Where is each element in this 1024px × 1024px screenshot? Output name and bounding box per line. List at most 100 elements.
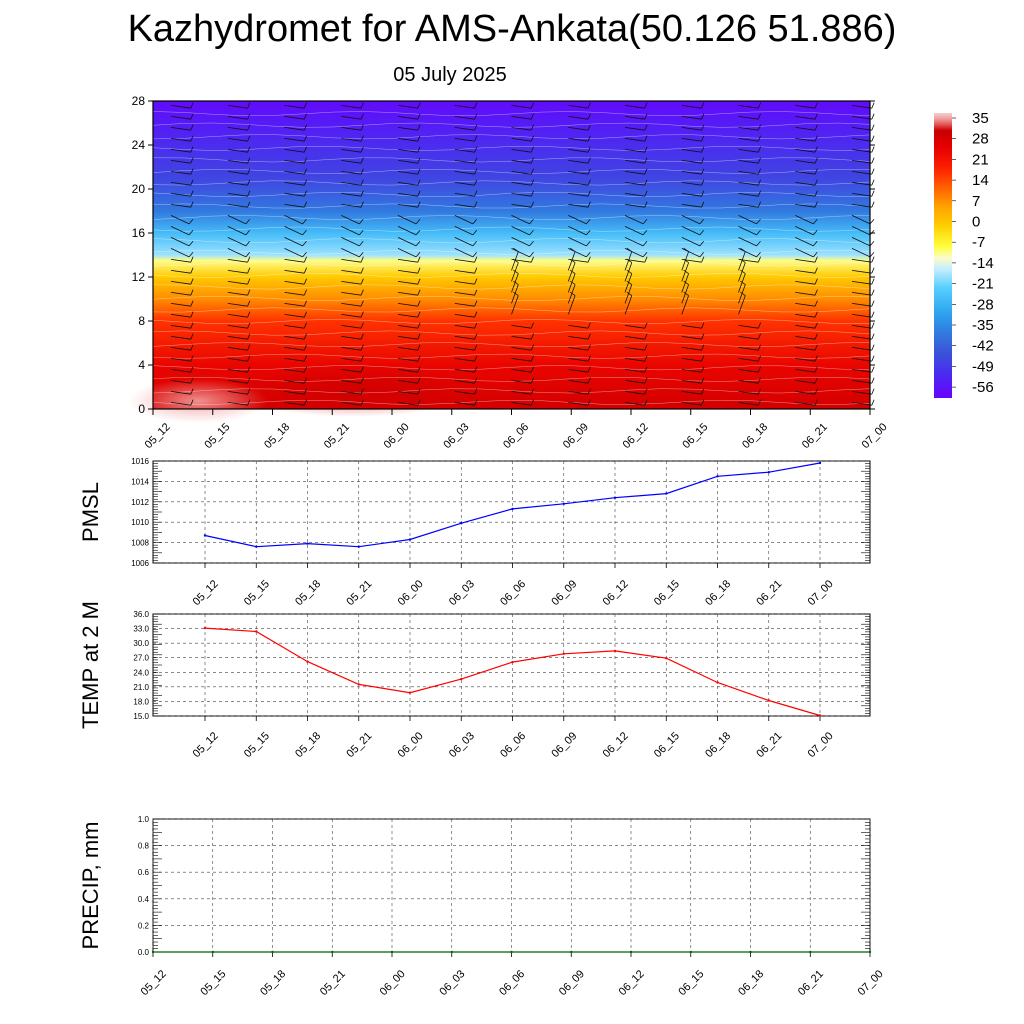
wind-barb [341,303,362,307]
wind-barb-feather [871,102,875,109]
wind-barb [681,171,702,175]
wind-barb-feather [587,388,591,395]
wind-barb [341,336,362,340]
wind-barb-feather [303,157,307,164]
wind-barb-feather [360,377,364,384]
wind-barb [681,369,702,373]
wind-barb [341,171,362,175]
wind-barb-feather [303,256,307,263]
wind-barb [851,138,872,142]
x-tick-label: 06_09 [549,730,579,760]
wind-barb-feather [757,135,761,142]
wind-barb-feather [813,219,818,225]
wind-barb-feather [757,179,761,186]
wind-barb-feather [245,230,251,236]
wind-barb [738,358,759,362]
wind-barb-feather [302,230,307,236]
y-tick-label: 27.0 [133,654,149,663]
wind-barb [227,204,248,208]
wind-barb [170,204,191,208]
wind-barb-feather [188,219,194,225]
wind-barb-feather [417,289,421,296]
wind-barb-feather [757,399,761,406]
data-point [689,950,692,954]
wind-barb [681,215,701,225]
wind-barb [567,284,576,304]
y-tick-label: 24.0 [133,668,149,677]
wind-barb [454,226,474,236]
wind-barb-feather [530,388,534,395]
wind-barb-feather [190,366,194,373]
wind-barb-feather [247,311,251,318]
wind-barb-feather [474,289,478,296]
wind-barb-feather [190,190,194,197]
wind-barb-feather [814,311,818,318]
colorbar-label: -56 [972,379,994,396]
data-point [408,538,412,541]
data-point [271,950,274,954]
wind-barb [227,149,248,153]
wind-barb [511,251,519,271]
wind-barb-feather [303,399,307,406]
wind-barb-feather [644,157,648,164]
wind-barb [851,336,872,340]
wind-barb-feather [757,256,761,263]
wind-barb [511,273,519,293]
contour-line [152,134,871,140]
data-point [562,502,565,505]
wind-barb [624,226,644,236]
wind-barb-feather [701,366,705,373]
wind-barb-feather [587,124,591,131]
x-tick-label: 05_18 [258,968,288,998]
wind-barb [795,215,814,225]
wind-barb-feather [530,179,534,186]
wind-barb [738,402,759,406]
wind-barb [341,314,362,318]
wind-barb [341,237,360,247]
wind-barb [795,149,816,153]
wind-barb-feather [188,230,194,236]
wind-barb [624,336,645,340]
wind-barb [227,226,247,236]
wind-barb [341,292,362,296]
wind-barb [624,138,645,142]
data-point [255,630,258,633]
wind-barb [624,182,645,186]
wind-barb-feather [190,256,194,263]
wind-barb [681,248,701,258]
wind-barb [284,292,305,296]
wind-barb-feather [359,230,364,236]
wind-barb [284,127,305,131]
wind-barb [568,204,589,208]
wind-barb [227,105,248,109]
wind-barb [624,325,645,329]
wind-barb [397,391,418,395]
wind-barb-feather [814,267,818,274]
wind-barb-feather [644,333,648,340]
wind-barb-feather [813,241,818,247]
wind-barb-feather [569,280,576,285]
wind-barb [341,226,360,236]
wind-barb-feather [247,366,251,373]
wind-barb-feather [740,280,746,285]
wind-barb [568,127,589,131]
wind-barb [170,336,191,340]
wind-barb-feather [415,241,421,247]
wind-barb [681,358,702,362]
wind-barb-feather [190,355,194,362]
wind-barb [738,105,759,109]
wind-barb [454,314,475,318]
wind-barb [851,347,872,351]
wind-barb [170,259,191,263]
wind-barb-feather [247,399,251,406]
x-tick-label: 06_03 [447,730,477,760]
wind-barb-feather [871,190,875,197]
wind-barb [511,105,532,109]
wind-barb-feather [701,190,705,197]
wind-barb [284,347,305,351]
x-tick-label: 06_06 [501,421,531,451]
wind-barb [568,171,589,175]
wind-barb [568,215,587,225]
wind-barb [851,292,872,296]
